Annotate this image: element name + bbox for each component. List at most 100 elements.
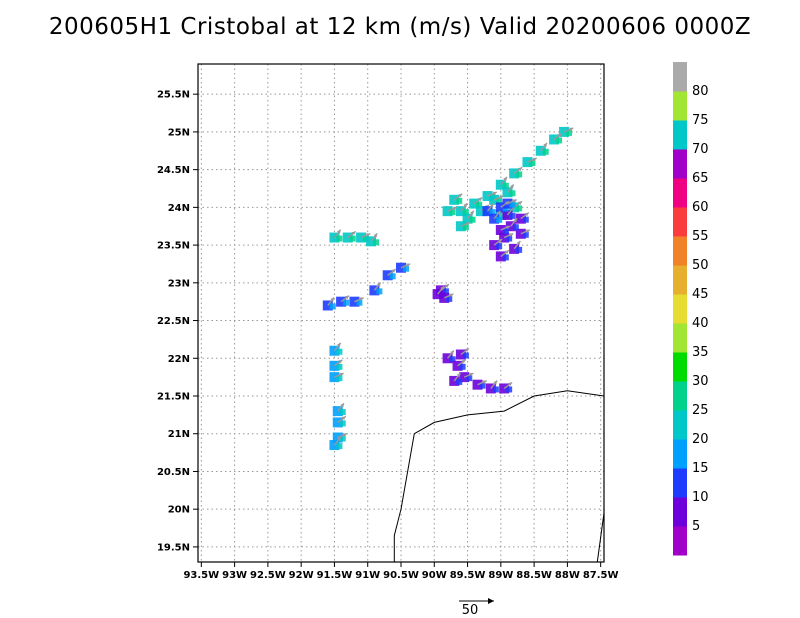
colorbar-swatch: [673, 265, 687, 295]
coastline: [393, 390, 605, 563]
wind-arrowhead: [524, 212, 529, 217]
wind-cell: [389, 273, 396, 280]
wind-arrowhead: [450, 350, 454, 355]
colorbar-label: 60: [692, 200, 709, 215]
wind-cell: [495, 251, 506, 262]
colorbar-swatch: [673, 497, 687, 527]
x-tick-label: 87.5W: [583, 570, 619, 581]
colorbar-label: 45: [692, 287, 709, 302]
colorbar-swatch: [673, 91, 687, 121]
wind-cell: [446, 295, 453, 302]
wind-cell: [516, 205, 523, 212]
wind-cell: [336, 363, 343, 370]
wind-arrowhead: [330, 297, 335, 302]
wind-cell: [469, 216, 476, 223]
coastline-segment: [393, 390, 605, 562]
wind-arrowhead: [336, 229, 341, 234]
wind-cell: [373, 239, 380, 246]
wind-arrowhead: [503, 176, 508, 181]
wind-cell: [492, 386, 499, 393]
wind-cell: [336, 443, 343, 450]
wind-cell: [336, 348, 343, 355]
colorbar-swatch: [673, 236, 687, 266]
y-tick-label: 20.5N: [157, 467, 190, 478]
wind-arrowhead: [518, 201, 523, 205]
x-tick-label: 88.5W: [516, 570, 552, 581]
wind-cell: [516, 246, 523, 253]
y-axis: 19.5N 20N 20.5N 21N 21.5N 22N 22.5N 23N 23.5N 24N…: [157, 90, 198, 553]
colorbar-label: 15: [692, 461, 709, 476]
colorbar: 5 10 15 20 25 30 35 40 45 50 55 60 65 70 75 80: [673, 62, 709, 556]
wind-cell: [329, 303, 336, 310]
wind-cell: [456, 378, 463, 385]
wind-cell: [502, 182, 509, 189]
colorbar-label: 75: [692, 113, 709, 128]
colorbar-label: 65: [692, 171, 709, 186]
colorbar-label: 20: [692, 432, 709, 447]
colorbar-label: 10: [692, 490, 709, 505]
wind-arrowhead: [339, 372, 344, 377]
wind-cell: [506, 386, 513, 393]
wind-arrowhead: [345, 295, 350, 300]
wind-arrowhead: [492, 191, 497, 196]
colorbar-label: 70: [692, 142, 709, 157]
wind-arrowhead: [543, 142, 547, 147]
wind-cell: [496, 216, 503, 223]
wind-arrowhead: [512, 199, 517, 203]
wind-arrowhead: [338, 359, 343, 364]
wind-cell: [489, 209, 496, 216]
wind-arrowhead: [466, 221, 471, 226]
wind-cell: [376, 288, 383, 295]
wind-arrowhead: [504, 250, 509, 255]
wind-cell: [522, 231, 529, 238]
colorbar-label: 35: [692, 345, 709, 360]
wind-arrowhead: [496, 210, 501, 215]
colorbar-swatch: [673, 207, 687, 237]
wind-arrowhead: [373, 233, 378, 238]
wind-arrowhead: [513, 218, 518, 223]
colorbar-swatch: [673, 120, 687, 150]
y-tick-label: 21.5N: [157, 392, 190, 403]
wind-cell: [509, 212, 516, 219]
wind-arrowhead: [558, 133, 563, 138]
x-tick-label: 92W: [289, 570, 314, 581]
wind-cell: [506, 235, 513, 242]
wind-arrowhead: [336, 437, 341, 442]
wind-cell: [336, 375, 343, 382]
wind-arrowhead: [351, 231, 356, 236]
wind-cell: [356, 299, 363, 306]
x-axis: 93.5W 93W 92.5W 92W 91.5W 91W 90.5W 90W 89.5W 89W…: [183, 562, 619, 581]
wind-arrowhead: [406, 263, 411, 267]
wind-cell: [462, 224, 469, 231]
wind-arrowhead: [376, 282, 381, 287]
colorbar-label: 5: [692, 519, 700, 534]
x-tick-label: 91.5W: [317, 570, 353, 581]
wind-cell: [403, 265, 409, 272]
wind-arrowhead: [478, 197, 483, 202]
wind-arrowhead: [463, 203, 468, 208]
wind-cell: [566, 129, 573, 136]
wind-arrowhead: [444, 284, 449, 288]
colorbar-label: 40: [692, 316, 709, 331]
wind-cell: [442, 288, 449, 295]
wind-cell: [502, 228, 509, 234]
y-tick-label: 22.5N: [157, 316, 190, 327]
colorbar-swatch: [673, 149, 687, 179]
colorbar-label: 80: [692, 84, 709, 99]
y-tick-label: 25.5N: [157, 90, 190, 101]
wind-arrowhead: [518, 167, 523, 172]
wind-cell: [479, 382, 486, 389]
wind-region-eyewall-east: [489, 206, 531, 262]
colorbar-label: 30: [692, 374, 709, 389]
y-tick-label: 22N: [168, 354, 190, 365]
x-tick-label: 93.5W: [183, 570, 219, 581]
wind-cell: [336, 235, 343, 242]
wind-cell: [542, 148, 549, 155]
wind-arrowhead: [391, 269, 396, 273]
wind-cell: [556, 137, 563, 144]
wind-arrowhead: [510, 184, 514, 189]
wind-region-inner-core: [482, 198, 517, 224]
wind-cell: [496, 243, 503, 250]
wind-arrowhead: [569, 127, 574, 132]
y-tick-label: 20N: [168, 505, 190, 516]
